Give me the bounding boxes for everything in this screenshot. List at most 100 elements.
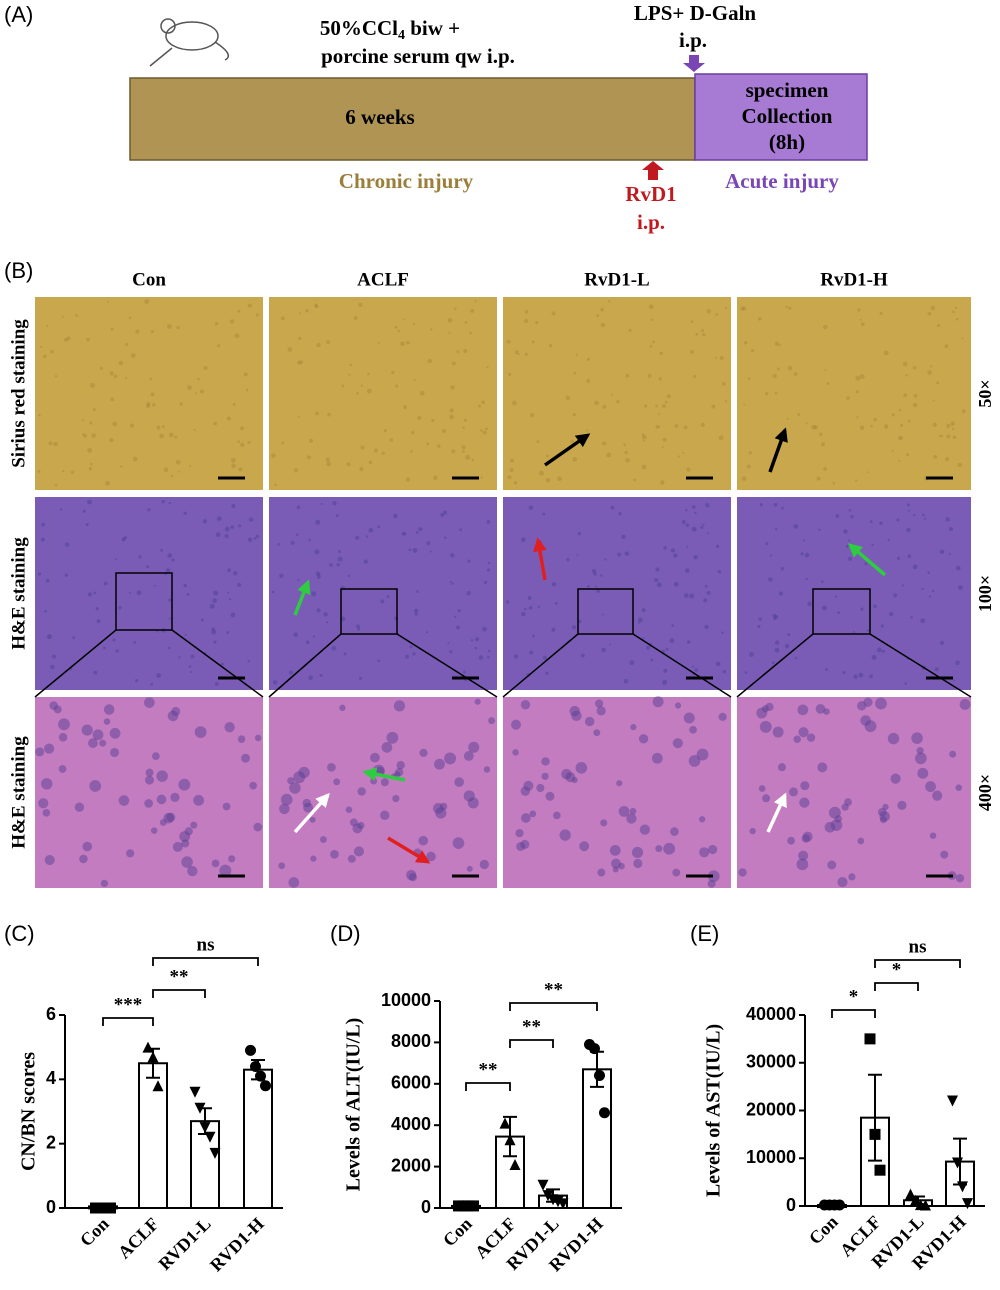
texture <box>145 768 154 777</box>
texture <box>788 306 792 310</box>
texture <box>898 435 903 441</box>
texture <box>187 865 198 877</box>
texture <box>370 777 378 785</box>
texture <box>650 658 654 662</box>
texture <box>474 300 477 303</box>
texture <box>272 680 278 685</box>
bar <box>138 1062 168 1209</box>
texture <box>156 673 162 679</box>
texture <box>289 782 301 794</box>
texture <box>606 452 612 458</box>
texture <box>706 590 711 595</box>
texture <box>135 329 140 334</box>
texture <box>691 505 696 509</box>
point <box>105 1202 116 1214</box>
x-tick-label: Con <box>805 1212 842 1249</box>
texture <box>846 396 850 400</box>
texture <box>380 810 390 820</box>
texture <box>232 571 238 576</box>
point <box>557 1198 569 1210</box>
arrow <box>362 767 406 782</box>
point <box>864 1033 876 1045</box>
texture <box>320 502 323 506</box>
texture <box>860 607 864 611</box>
texture <box>168 432 174 438</box>
texture <box>800 781 810 791</box>
texture <box>153 584 156 587</box>
texture <box>842 670 846 675</box>
texture <box>535 321 539 325</box>
texture <box>665 647 669 651</box>
texture <box>913 513 916 517</box>
protocol-line1: 50%CCl4 biw + <box>320 16 460 43</box>
point <box>509 1159 521 1171</box>
y-tick-label: 0 <box>421 1197 431 1217</box>
texture <box>601 647 606 653</box>
texture <box>898 459 901 463</box>
texture <box>477 404 481 408</box>
texture <box>449 650 453 654</box>
texture <box>837 611 840 615</box>
texture <box>53 441 58 447</box>
texture <box>214 681 219 686</box>
texture <box>643 439 646 442</box>
point <box>199 1122 211 1134</box>
texture <box>946 423 951 428</box>
y-tick-label: 30000 <box>746 1052 796 1072</box>
texture <box>229 319 235 324</box>
rvd1-arrow <box>642 161 664 180</box>
duration: 6 weeks <box>345 105 414 129</box>
texture <box>673 553 678 558</box>
texture <box>931 589 935 593</box>
texture <box>115 649 119 653</box>
texture <box>165 568 171 573</box>
significance-bracket <box>152 957 259 966</box>
texture <box>214 321 219 326</box>
texture <box>663 546 667 550</box>
texture <box>93 591 97 595</box>
texture <box>449 580 452 584</box>
texture <box>856 416 859 419</box>
texture <box>907 554 912 559</box>
texture <box>638 617 643 623</box>
texture <box>952 310 955 314</box>
texture <box>521 813 531 823</box>
texture <box>696 748 709 761</box>
texture <box>297 578 300 581</box>
texture <box>693 554 698 560</box>
texture <box>480 476 483 479</box>
texture <box>705 503 710 508</box>
texture <box>571 710 582 722</box>
texture <box>163 467 169 473</box>
texture <box>40 778 53 790</box>
significance-label: ** <box>170 966 189 987</box>
texture <box>780 567 785 571</box>
texture <box>652 696 664 708</box>
texture <box>59 507 63 511</box>
texture <box>308 438 314 443</box>
zoom-box <box>115 572 173 631</box>
texture <box>88 738 98 748</box>
texture <box>353 846 365 857</box>
texture <box>81 724 93 736</box>
texture <box>715 544 720 549</box>
texture <box>685 523 690 528</box>
panel-label: (E) <box>690 921 719 946</box>
texture <box>287 347 293 352</box>
texture <box>654 578 659 583</box>
texture <box>903 393 908 398</box>
texture <box>392 794 400 803</box>
texture <box>596 314 600 318</box>
arrow <box>293 579 311 616</box>
texture <box>454 615 457 618</box>
texture <box>528 606 533 610</box>
texture <box>488 649 491 653</box>
texture <box>669 638 675 644</box>
texture <box>924 517 927 520</box>
texture <box>70 470 75 474</box>
texture <box>545 671 549 675</box>
texture <box>630 724 637 731</box>
texture <box>159 433 164 439</box>
texture <box>674 424 679 428</box>
texture <box>486 519 491 524</box>
